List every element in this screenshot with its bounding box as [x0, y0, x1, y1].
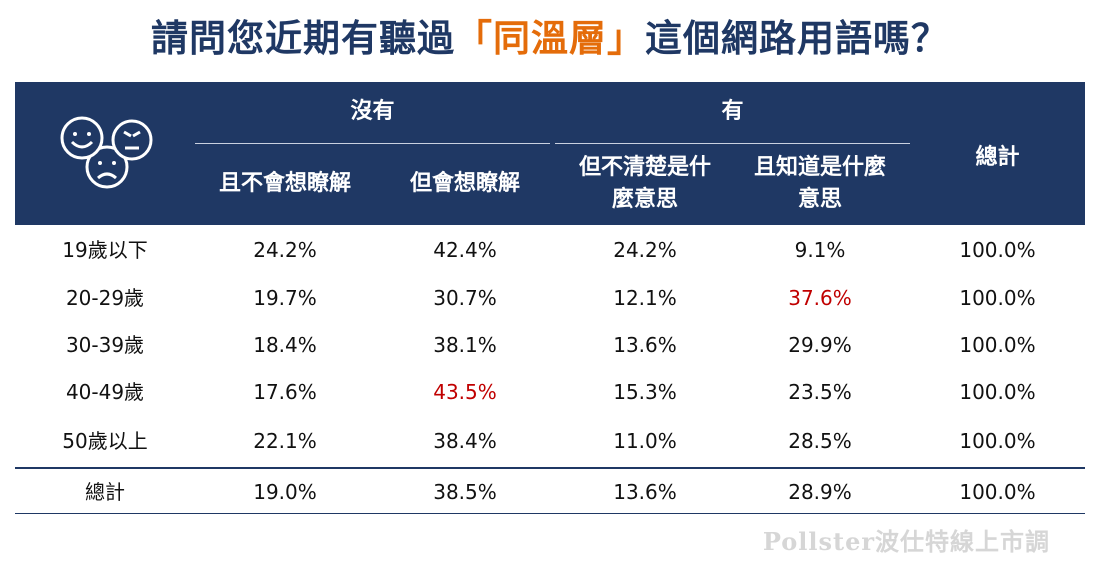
table-cell: 15.3% [613, 380, 677, 404]
table-cell: 19.7% [253, 286, 317, 310]
table-cell: 28.5% [788, 429, 852, 453]
row-label: 30-39歲 [65, 333, 145, 357]
table-cell: 9.1% [794, 238, 846, 262]
header-col2: 但會想瞭解 [409, 171, 520, 196]
title-after: 這個網路用語嗎？ [645, 17, 949, 60]
header-col3-line1: 但不清楚是什 [578, 155, 711, 180]
table-header: 沒有 有 且不會想瞭解 但會想瞭解 但不清楚是什 麼意思 且知道是什麼 意思 總… [15, 82, 1085, 225]
table-row: 19歲以下 24.2% 42.4% 24.2% 9.1% 100.0% [15, 227, 1085, 273]
table-cell: 24.2% [613, 238, 677, 262]
row-label: 20-29歲 [65, 286, 145, 310]
header-col1: 且不會想瞭解 [218, 171, 351, 196]
watermark: Pollster波仕特線上市調 [762, 527, 1050, 556]
table-cell: 13.6% [613, 480, 677, 504]
table-cell: 100.0% [959, 380, 1036, 404]
header-divider-yes [555, 143, 910, 144]
table-cell: 19.0% [253, 480, 317, 504]
header-group-yes: 有 [721, 99, 744, 124]
table-row: 20-29歲 19.7% 30.7% 12.1% 37.6% 100.0% [15, 275, 1085, 321]
table-row: 50歲以上 22.1% 38.4% 11.0% 28.5% 100.0% [15, 418, 1085, 464]
table-cell: 38.1% [433, 333, 497, 357]
table-cell: 43.5% [433, 380, 497, 404]
table-row: 30-39歲 18.4% 38.1% 13.6% 29.9% 100.0% [15, 322, 1085, 368]
row-label: 40-49歲 [65, 380, 145, 404]
table-cell: 12.1% [613, 286, 677, 310]
table-cell: 30.7% [433, 286, 497, 310]
table-cell: 100.0% [959, 286, 1036, 310]
table-cell: 37.6% [788, 286, 852, 310]
header-col4-line2: 意思 [797, 187, 842, 212]
header-total: 總計 [975, 145, 1020, 170]
table-cell: 100.0% [959, 333, 1036, 357]
header-col4: 且知道是什麼 意思 [730, 152, 910, 216]
title-before: 請問您近期有聽過 [151, 17, 455, 60]
header-group-no: 沒有 [350, 99, 395, 124]
table-cell: 100.0% [959, 429, 1036, 453]
table-cell: 17.6% [253, 380, 317, 404]
table-cell: 13.6% [613, 333, 677, 357]
table-cell: 18.4% [253, 333, 317, 357]
table-cell: 23.5% [788, 380, 852, 404]
table-cell: 100.0% [959, 238, 1036, 262]
page-title: 請問您近期有聽過「同溫層」這個網路用語嗎？ [0, 8, 1100, 62]
header-divider-no [195, 143, 550, 144]
header-col3-line2: 麼意思 [611, 187, 678, 212]
title-highlight: 「同溫層」 [455, 17, 645, 60]
table-cell: 29.9% [788, 333, 852, 357]
table-cell: 28.9% [788, 480, 852, 504]
table-row: 總計 19.0% 38.5% 13.6% 28.9% 100.0% [15, 469, 1085, 515]
row-label: 50歲以上 [62, 429, 148, 453]
row-label: 19歲以下 [62, 238, 148, 262]
table-cell: 22.1% [253, 429, 317, 453]
table-cell: 100.0% [959, 480, 1036, 504]
table-cell: 11.0% [613, 429, 677, 453]
table-cell: 42.4% [433, 238, 497, 262]
row-label: 總計 [85, 480, 125, 504]
table-cell: 38.5% [433, 480, 497, 504]
faces-icon [60, 116, 153, 189]
header-col3: 但不清楚是什 麼意思 [555, 152, 735, 216]
table-row: 40-49歲 17.6% 43.5% 15.3% 23.5% 100.0% [15, 369, 1085, 415]
total-divider [15, 467, 1085, 469]
table-cell: 24.2% [253, 238, 317, 262]
table-bottom-rule [15, 513, 1085, 514]
header-col4-line1: 且知道是什麼 [753, 155, 886, 180]
table-cell: 38.4% [433, 429, 497, 453]
